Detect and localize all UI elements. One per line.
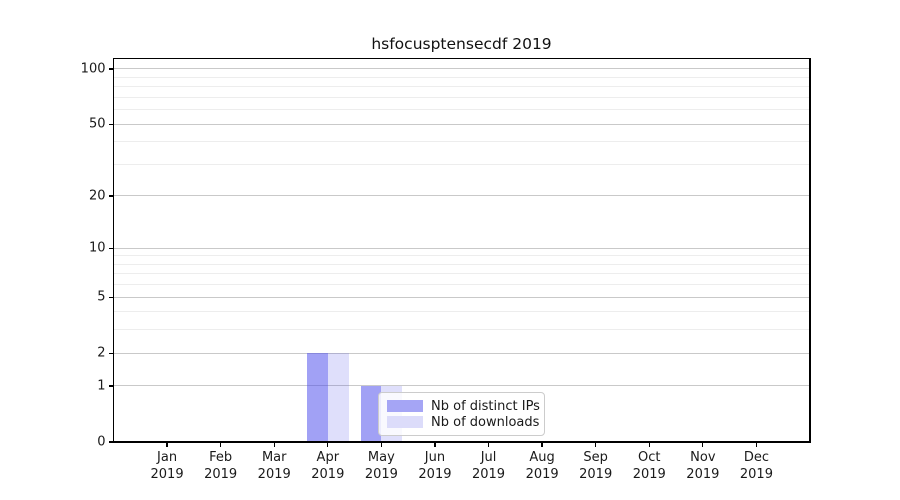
x-tick-year: 2019 (686, 466, 720, 482)
y-tick-label-0: 0 (97, 434, 106, 450)
x-tick-mark-apr (327, 442, 329, 447)
x-tick-label-mar: Mar 2019 (242, 450, 306, 484)
y-tick-label-20: 20 (88, 188, 106, 204)
x-tick-label-oct: Oct 2019 (617, 450, 681, 484)
x-tick-mark-jan (166, 442, 168, 447)
gridline-minor-60 (113, 109, 810, 111)
gridline-minor-30 (113, 163, 810, 165)
x-tick-label-may: May 2019 (349, 450, 413, 484)
x-tick-label-jul: Jul 2019 (457, 450, 521, 484)
y-tick-mark-20 (108, 195, 114, 197)
gridline-minor-40 (113, 141, 810, 143)
x-tick-month: Feb (209, 450, 233, 465)
bar-nb-of-distinct-ips-apr (307, 353, 328, 442)
gridline-minor-80 (113, 86, 810, 88)
x-tick-mark-jun (434, 442, 436, 447)
gridline-major-2 (113, 352, 810, 354)
bar-nb-of-downloads-apr (327, 353, 349, 442)
spine-right (809, 57, 811, 443)
x-tick-year: 2019 (150, 466, 184, 482)
gridline-major-50 (113, 123, 810, 125)
x-tick-year: 2019 (632, 466, 666, 482)
x-tick-mark-feb (220, 442, 222, 447)
legend-label-downloads: Nb of downloads (431, 414, 540, 430)
gridline-minor-8 (113, 263, 810, 265)
x-tick-mark-mar (273, 442, 275, 447)
x-tick-month: Dec (743, 450, 769, 465)
x-tick-month: Nov (690, 450, 716, 465)
spine-bottom (112, 441, 811, 443)
x-tick-mark-jul (487, 442, 490, 447)
x-tick-mark-oct (648, 442, 650, 447)
y-tick-mark-50 (108, 123, 114, 125)
gridline-minor-9 (113, 255, 810, 257)
bar-nb-of-distinct-ips-may (360, 385, 382, 442)
x-tick-month: Aug (529, 450, 555, 465)
gridline-major-20 (113, 195, 810, 197)
gridline-minor-6 (113, 284, 810, 286)
x-tick-month: Jan (157, 450, 178, 465)
spine-top (112, 57, 811, 60)
gridline-minor-90 (113, 76, 810, 78)
x-tick-month: May (367, 450, 395, 465)
x-tick-mark-aug (541, 442, 543, 447)
x-tick-month: Oct (638, 450, 661, 465)
chart-title: hsfocusptensecdf 2019 (371, 35, 552, 53)
x-tick-label-nov: Nov 2019 (671, 450, 735, 484)
legend: Nb of distinct IPs Nb of downloads (378, 392, 545, 436)
y-tick-mark-1 (108, 385, 114, 387)
gridline-minor-4 (113, 311, 810, 313)
spine-left (112, 57, 115, 443)
gridline-minor-70 (113, 96, 810, 98)
x-tick-mark-dec (755, 442, 758, 447)
y-tick-label-10: 10 (88, 240, 106, 256)
y-tick-label-1: 1 (97, 378, 106, 394)
x-tick-label-sep: Sep 2019 (564, 450, 628, 484)
y-tick-mark-5 (108, 296, 114, 298)
x-tick-label-jun: Jun 2019 (403, 450, 467, 484)
y-tick-mark-100 (108, 68, 114, 70)
x-tick-mark-sep (595, 442, 597, 447)
y-tick-mark-10 (108, 247, 114, 249)
y-tick-label-2: 2 (97, 345, 106, 361)
x-tick-year: 2019 (257, 466, 291, 482)
y-tick-label-5: 5 (97, 289, 106, 305)
gridline-major-1 (113, 385, 810, 387)
x-tick-month: Sep (583, 450, 608, 465)
x-tick-year: 2019 (418, 466, 452, 482)
y-tick-mark-0 (108, 441, 114, 443)
gridline-major-10 (113, 247, 810, 249)
x-tick-month: Mar (261, 450, 287, 465)
x-tick-year: 2019 (471, 466, 506, 482)
gridline-major-100 (113, 68, 810, 70)
legend-swatch-downloads-icon (387, 416, 423, 428)
x-tick-year: 2019 (364, 466, 398, 482)
gridline-minor-3 (113, 329, 810, 331)
x-tick-mark-nov (702, 442, 704, 447)
x-tick-label-jan: Jan 2019 (135, 450, 199, 484)
x-tick-month: Jul (480, 450, 497, 465)
x-tick-year: 2019 (311, 466, 345, 482)
x-tick-year: 2019 (579, 466, 613, 482)
gridline-minor-7 (113, 273, 810, 275)
x-tick-label-dec: Dec 2019 (724, 450, 788, 484)
x-tick-year: 2019 (739, 466, 773, 482)
legend-item-downloads: Nb of downloads (387, 414, 540, 430)
x-tick-year: 2019 (525, 466, 559, 482)
legend-item-distinct-ips: Nb of distinct IPs (387, 398, 540, 414)
gridline-major-5 (113, 296, 810, 298)
x-tick-month: Jun (424, 450, 446, 465)
legend-swatch-distinct-ips-icon (387, 400, 423, 412)
y-tick-mark-2 (108, 352, 114, 354)
x-tick-month: Apr (316, 450, 340, 465)
x-tick-label-feb: Feb 2019 (189, 450, 253, 484)
legend-label-distinct-ips: Nb of distinct IPs (431, 398, 540, 414)
x-tick-label-apr: Apr 2019 (296, 450, 360, 484)
x-tick-mark-may (380, 442, 383, 447)
x-tick-label-aug: Aug 2019 (510, 450, 574, 484)
y-tick-label-100: 100 (80, 61, 106, 77)
x-tick-year: 2019 (204, 466, 238, 482)
y-tick-label-50: 50 (88, 116, 106, 132)
